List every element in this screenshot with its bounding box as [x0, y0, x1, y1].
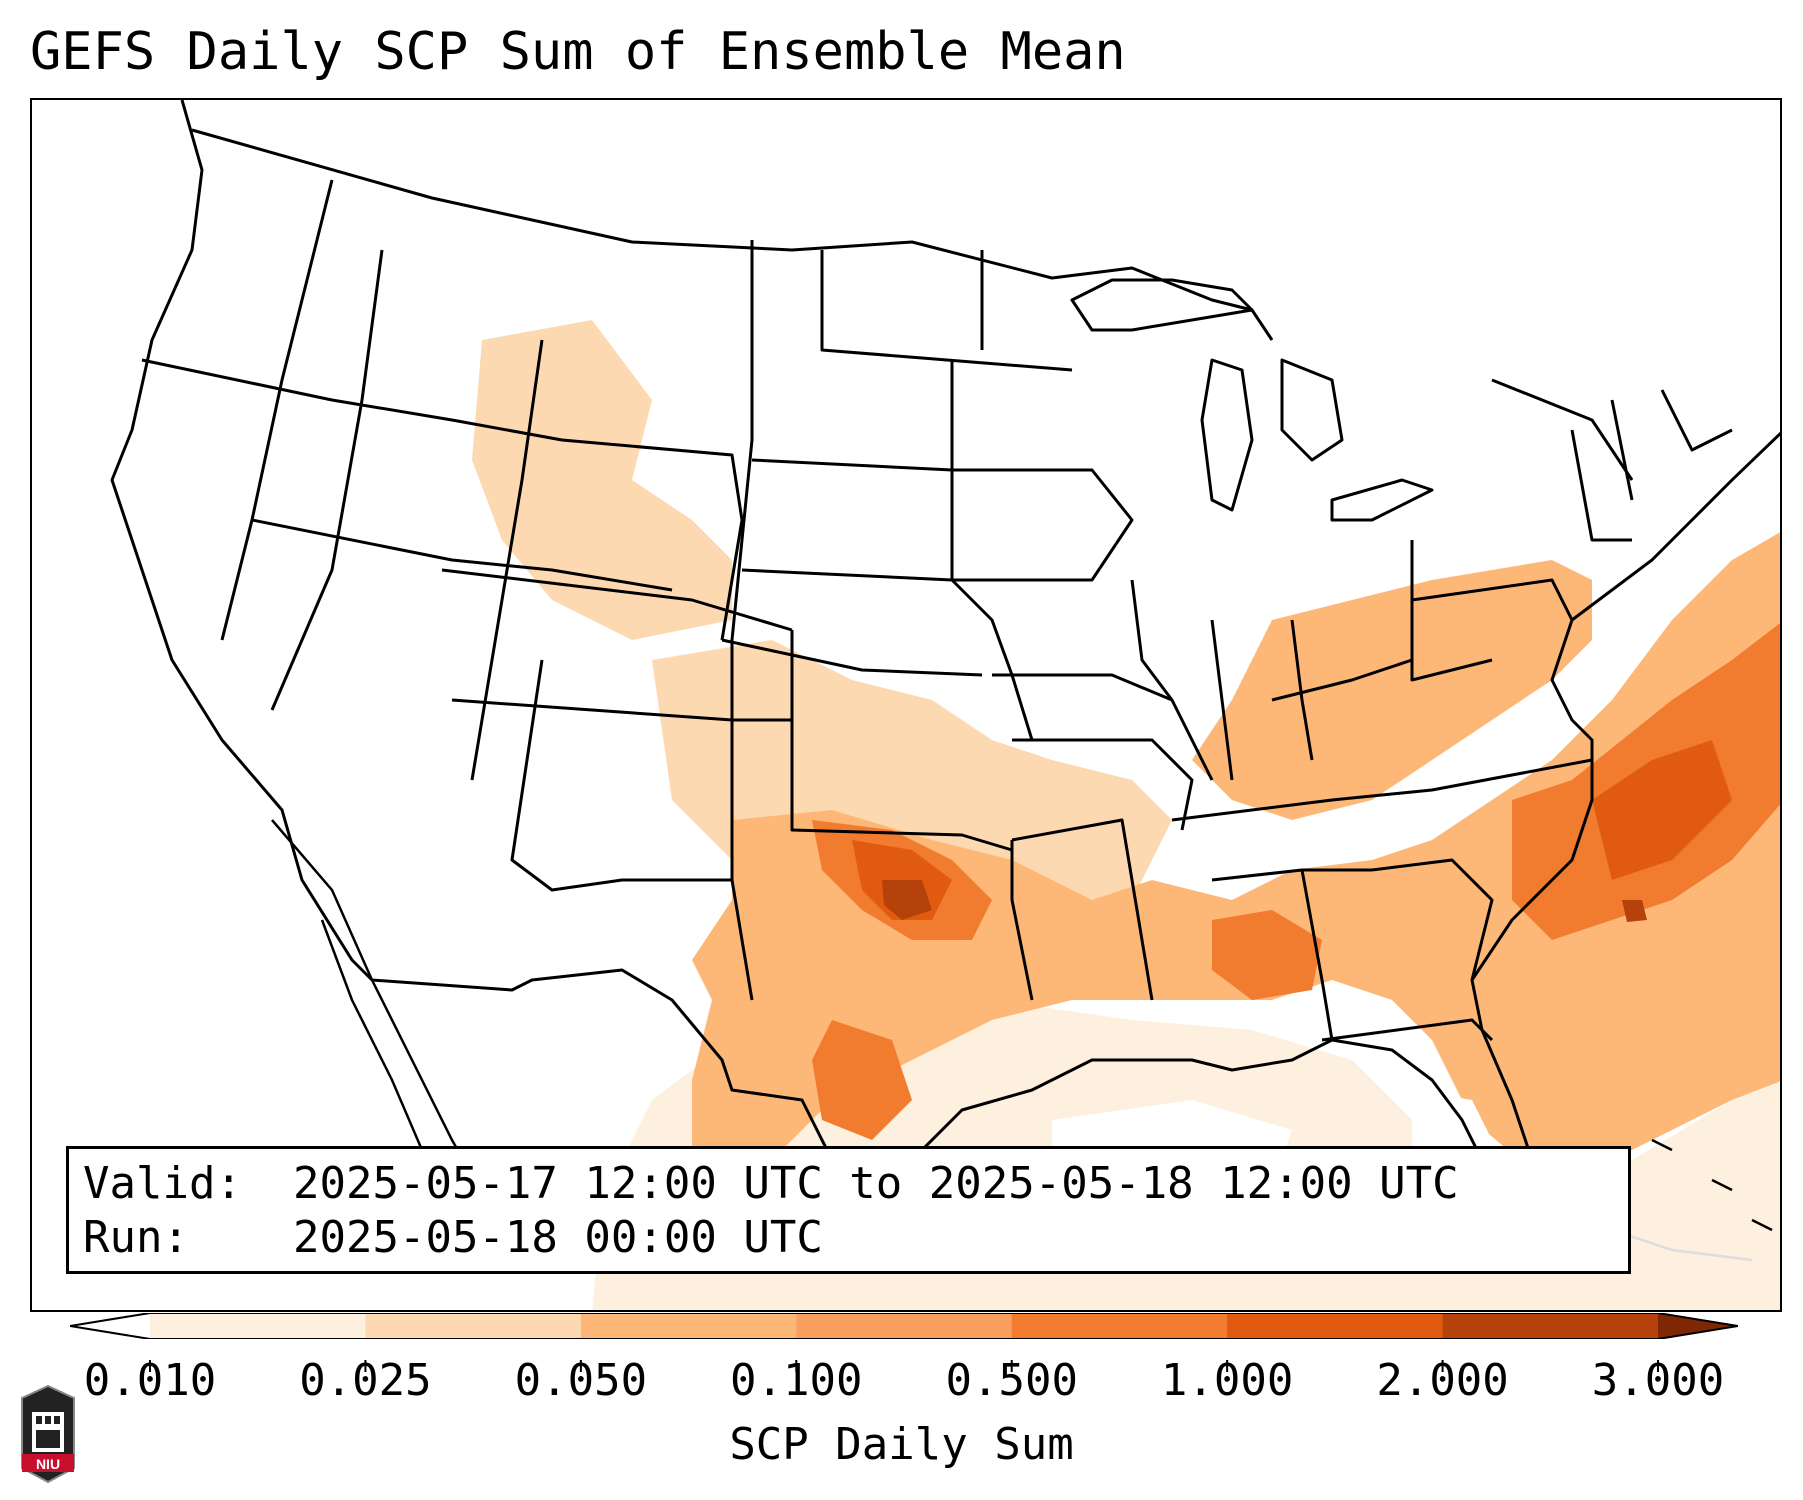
valid-key: Valid:	[83, 1158, 242, 1209]
us-outline	[110, 100, 1780, 1222]
state-line-1	[220, 179, 334, 641]
state-line-31	[1321, 1018, 1494, 1042]
state-line-10	[721, 638, 983, 677]
state-line-5	[470, 339, 544, 781]
state-line-7	[561, 438, 744, 641]
colorbar-tick-label: 0.100	[730, 1355, 863, 1406]
colorbar-extend-low	[70, 1313, 150, 1339]
state-line-26	[1290, 619, 1314, 761]
state-line-36	[1570, 429, 1632, 542]
colorbar-segment	[1442, 1313, 1659, 1339]
chart-title: GEFS Daily SCP Sum of Ensemble Mean	[30, 22, 1126, 82]
state-line-24	[1130, 579, 1214, 781]
colorbar-segment	[150, 1313, 366, 1339]
scp-area-lvl5-texas	[812, 1020, 912, 1140]
scp-area-lvl7-sc	[1622, 900, 1647, 922]
colorbar-label: SCP Daily Sum	[729, 1419, 1074, 1470]
state-line-27	[1171, 758, 1593, 822]
state-line-23	[1010, 840, 1034, 1001]
state-line-12	[510, 659, 732, 892]
state-line-32	[1411, 578, 1574, 621]
state-line-6	[441, 568, 793, 632]
state-line-13	[730, 800, 754, 1001]
run-row: Run: 2025-05-18 00:00 UTC	[83, 1211, 1614, 1265]
colorbar-segment	[1011, 1313, 1228, 1339]
run-value: 2025-05-18 00:00 UTC	[293, 1212, 823, 1263]
scp-area-lvl3-south	[692, 532, 1780, 1220]
logo-text: NIU	[36, 1456, 60, 1472]
lake-michigan	[1200, 358, 1254, 512]
state-line-22	[1011, 818, 1154, 1001]
state-line-3	[251, 518, 673, 592]
colorbar-tick-label: 2.000	[1376, 1355, 1509, 1406]
canada-border	[191, 128, 1274, 341]
state-line-17	[741, 470, 954, 582]
logo-band	[22, 1454, 74, 1472]
niu-logo: NIU	[21, 1384, 75, 1484]
colorbar-tick-label: 0.050	[514, 1355, 648, 1406]
state-line-20	[992, 673, 1173, 702]
valid-row: Valid: 2025-05-17 12:00 UTC to 2025-05-1…	[83, 1157, 1614, 1211]
valid-value: 2025-05-17 12:00 UTC to 2025-05-18 12:00…	[293, 1158, 1459, 1209]
colorbar-segment	[365, 1313, 582, 1339]
state-line-30	[1371, 858, 1494, 981]
state-line-21	[1012, 738, 1194, 831]
scp-area-lvl6-nc	[1592, 740, 1732, 880]
state-boundaries	[110, 100, 1780, 1222]
info-box: Valid: 2025-05-17 12:00 UTC to 2025-05-1…	[66, 1146, 1631, 1274]
state-line-34	[1271, 658, 1413, 702]
state-line-19	[950, 578, 1034, 741]
lake-huron	[1280, 358, 1344, 462]
colorbar-tick-label: 0.500	[945, 1355, 1078, 1406]
scp-area-lvl5-alabama	[1212, 910, 1322, 1000]
lake-erie	[1330, 478, 1434, 522]
state-line-11	[790, 630, 1013, 852]
baja-coast	[320, 919, 424, 1151]
state-line-29	[1300, 869, 1334, 1041]
colorbar-tick-label: 3.000	[1591, 1355, 1725, 1406]
state-line-38	[1660, 389, 1733, 452]
state-line-16	[751, 360, 954, 472]
state-line-4	[270, 249, 384, 711]
colorbar-tick-label: 0.010	[83, 1355, 217, 1406]
colorbar-tick-label: 0.025	[299, 1355, 432, 1406]
scp-area-lvl1-northwest	[472, 320, 732, 640]
state-line-33	[1410, 540, 1493, 682]
map-panel	[30, 98, 1782, 1312]
colorbar-extend-high	[1658, 1313, 1738, 1339]
state-line-2	[141, 358, 563, 442]
state-line-37	[1610, 399, 1634, 501]
colorbar-segment	[1227, 1313, 1444, 1339]
state-line-9	[451, 698, 792, 722]
colorbar-segment	[796, 1313, 1013, 1339]
state-line-18	[952, 468, 1134, 582]
colorbar	[70, 1313, 1738, 1339]
scp-map	[110, 100, 1780, 1310]
state-line-15	[820, 250, 1073, 372]
colorbar-tick-label: 1.000	[1160, 1355, 1294, 1406]
colorbar-ticks	[149, 1360, 1659, 1372]
scp-area-lvl7-oklahoma	[882, 880, 932, 920]
bahamas	[1651, 1138, 1773, 1232]
state-line-35	[1491, 378, 1634, 481]
state-line-25	[1210, 619, 1234, 781]
run-key: Run:	[83, 1212, 189, 1263]
colorbar-segment	[580, 1313, 797, 1339]
lake-superior	[1070, 278, 1254, 332]
